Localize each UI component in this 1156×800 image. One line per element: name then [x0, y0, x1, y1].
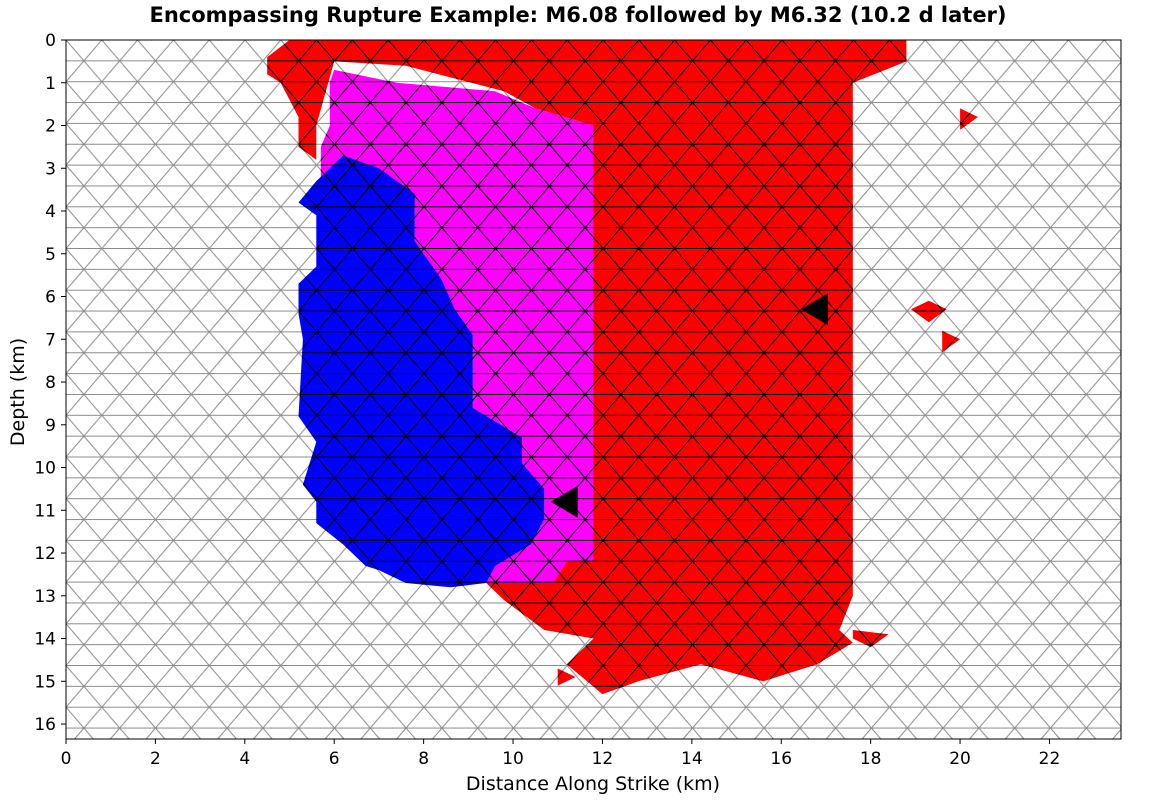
y-tick-label: 6: [45, 288, 56, 308]
y-tick-label: 7: [45, 330, 56, 350]
y-tick-label: 9: [45, 416, 56, 436]
x-axis-label: Distance Along Strike (km): [466, 773, 720, 795]
y-tick-label: 10: [34, 459, 56, 479]
y-tick-label: 2: [45, 117, 56, 137]
rupture-region-grid-0-5: [557, 668, 576, 686]
hypocenter-marker-0: [801, 293, 828, 326]
rupture-regions: [267, 40, 978, 695]
x-tick-label: 6: [329, 749, 340, 769]
y-tick-label: 3: [45, 159, 56, 179]
y-tick-label: 13: [34, 587, 56, 607]
y-axis-label: Depth (km): [7, 338, 29, 446]
x-tick-label: 2: [150, 749, 161, 769]
rupture-region-grid-0-3: [910, 300, 947, 323]
rupture-region-grid-0-4: [942, 330, 961, 353]
hypocenter-markers: [550, 293, 828, 518]
x-tick-label: 8: [418, 749, 429, 769]
y-tick-label: 12: [34, 544, 56, 564]
x-tick-label: 12: [592, 749, 614, 769]
rupture-region-grid-2-0: [298, 155, 545, 588]
x-tick-label: 22: [1039, 749, 1061, 769]
rupture-region-grid-0-1: [852, 630, 889, 648]
y-tick-label: 15: [34, 672, 56, 692]
rupture-region-grid-0-0: [267, 40, 907, 695]
y-tick-label: 0: [45, 31, 56, 51]
plot-area: [65, 39, 1122, 740]
hypocenter-marker-1: [550, 485, 578, 518]
x-tick-label: 0: [61, 749, 72, 769]
rupture-region-grid-0-2: [960, 108, 978, 130]
x-tick-label: 14: [681, 749, 703, 769]
y-tick-label: 1: [45, 74, 56, 94]
x-tick-label: 4: [239, 749, 250, 769]
y-tick-label: 11: [34, 501, 56, 521]
x-tick-label: 10: [502, 749, 524, 769]
y-tick-label: 16: [34, 715, 56, 735]
chart-title: Encompassing Rupture Example: M6.08 foll…: [149, 3, 1006, 27]
x-tick-label: 16: [770, 749, 792, 769]
plot-frame: [65, 39, 1122, 740]
x-axis-ticks: 0 2 4 6 8 10 12 14 16 18 20 22: [61, 739, 1061, 769]
y-tick-label: 5: [45, 245, 56, 265]
y-tick-label: 14: [34, 630, 56, 650]
y-tick-label: 8: [45, 373, 56, 393]
x-tick-label: 20: [949, 749, 971, 769]
x-tick-label: 18: [860, 749, 882, 769]
y-tick-label: 4: [45, 202, 56, 222]
